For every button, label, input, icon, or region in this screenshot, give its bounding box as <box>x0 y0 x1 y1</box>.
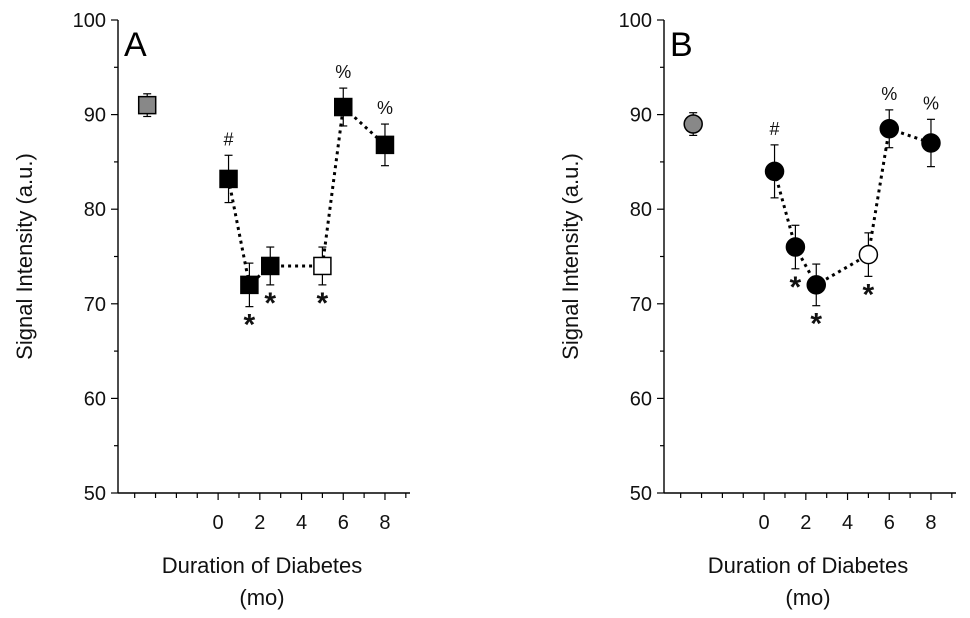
x-axis-title-unit: (mo) <box>785 585 830 610</box>
data-point <box>219 169 238 189</box>
y-tick-label: 80 <box>630 199 652 221</box>
x-tick-label: 2 <box>800 512 811 534</box>
x-tick-label: 8 <box>379 512 390 534</box>
data-point <box>375 135 395 155</box>
y-tick-label: 50 <box>84 483 106 505</box>
y-tick-label: 60 <box>630 388 652 410</box>
x-tick-label: 2 <box>254 512 265 534</box>
data-point <box>261 256 280 276</box>
y-tick-label: 90 <box>84 105 106 127</box>
significance-marker: % <box>335 62 351 82</box>
reference-point <box>683 114 703 134</box>
series-connector-line <box>227 103 387 288</box>
significance-marker: % <box>923 93 939 113</box>
y-tick-label: 60 <box>84 388 106 410</box>
x-tick-label: 8 <box>925 512 936 534</box>
x-axis-title: Duration of Diabetes <box>708 553 909 578</box>
significance-marker: * <box>810 308 822 341</box>
y-tick-label: 100 <box>73 10 106 32</box>
series-connector-line <box>773 126 932 287</box>
x-tick-label: 6 <box>884 512 895 534</box>
significance-marker: % <box>377 98 393 118</box>
data-point <box>785 237 806 257</box>
x-tick-label: 0 <box>213 512 224 534</box>
data-point <box>334 97 353 117</box>
chart-panel-a: 50 60 70 80 90 100 0 2 4 6 8 Signal Intensity (a.u.… <box>12 10 410 610</box>
data-point <box>858 244 879 265</box>
y-tick-label: 90 <box>630 105 652 127</box>
x-tick-label: 4 <box>296 512 307 534</box>
data-point <box>879 119 900 139</box>
data-point <box>240 275 259 295</box>
x-tick-label: 6 <box>338 512 349 534</box>
significance-marker: % <box>881 84 897 104</box>
x-tick-label: 0 <box>759 512 770 534</box>
significance-marker: # <box>770 119 780 139</box>
x-tick-label: 4 <box>842 512 853 534</box>
x-axis-title: Duration of Diabetes <box>162 553 363 578</box>
y-axis-title: Signal Intensity (a.u.) <box>12 153 37 360</box>
reference-point <box>137 95 157 115</box>
panel-label: A <box>124 26 147 64</box>
significance-marker: * <box>264 287 276 320</box>
y-tick-label: 70 <box>630 294 652 316</box>
data-point <box>313 256 332 276</box>
data-point <box>921 133 941 153</box>
y-tick-label: 80 <box>84 199 106 221</box>
y-axis-title: Signal Intensity (a.u.) <box>558 153 583 360</box>
x-axis-title-unit: (mo) <box>239 585 284 610</box>
y-tick-label: 70 <box>84 294 106 316</box>
y-tick-label: 50 <box>630 483 652 505</box>
significance-marker: * <box>790 271 802 304</box>
panel-label: B <box>670 26 693 64</box>
data-point <box>806 275 827 295</box>
significance-marker: * <box>317 287 329 320</box>
significance-marker: * <box>863 278 875 311</box>
significance-marker: # <box>224 129 234 149</box>
y-tick-label: 100 <box>619 10 652 32</box>
data-point <box>764 161 785 182</box>
chart-panel-b: 50 60 70 80 90 100 0 2 4 6 8 Signal Intensity (a.u.… <box>558 10 956 610</box>
significance-marker: * <box>244 309 256 342</box>
